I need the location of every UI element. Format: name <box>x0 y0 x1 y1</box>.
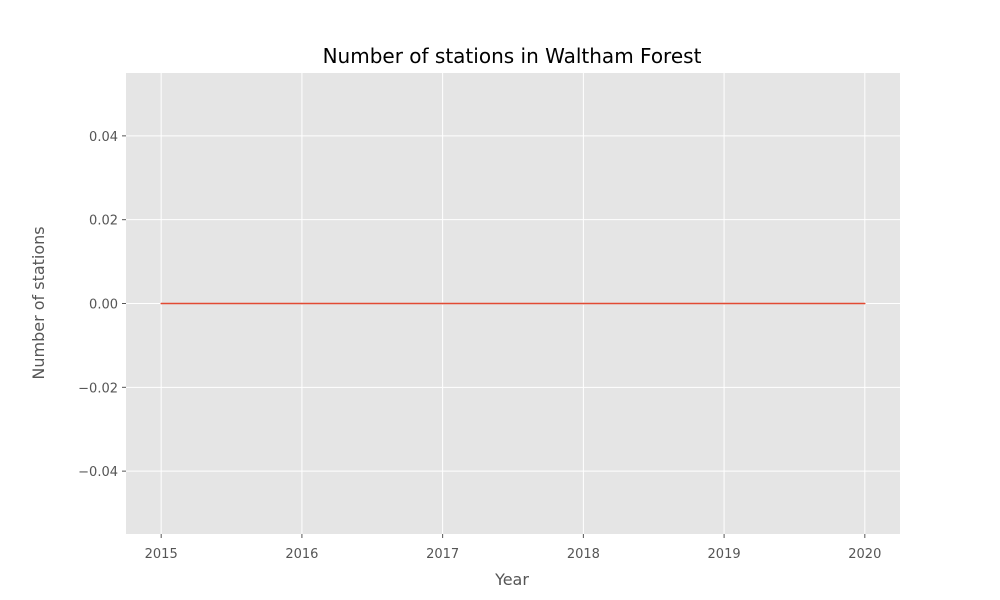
y-tick-label: 0.00 <box>89 298 118 313</box>
x-tick-label: 2017 <box>426 547 459 562</box>
y-tick-label: −0.04 <box>78 465 118 480</box>
data-point <box>582 302 585 305</box>
data-point <box>864 302 866 305</box>
x-tick-label: 2020 <box>848 547 881 562</box>
data-point <box>723 302 725 305</box>
series-layer <box>160 302 866 305</box>
x-tick-label: 2018 <box>567 547 600 562</box>
data-point <box>441 302 444 305</box>
y-tick-label: −0.02 <box>78 381 118 396</box>
x-axis-label: Year <box>494 570 529 589</box>
data-point <box>160 302 162 305</box>
x-tick-label: 2015 <box>145 547 178 562</box>
x-tick-label: 2016 <box>285 547 318 562</box>
y-tick-label: 0.04 <box>89 130 118 145</box>
chart-title: Number of stations in Waltham Forest <box>323 44 702 68</box>
axis-ticks: 2015 2016 2017 2018 2019 2020 −0.04 −0.02 0.00 0.… <box>78 130 881 562</box>
x-tick-label: 2019 <box>708 547 741 562</box>
y-tick-label: 0.02 <box>89 214 118 229</box>
y-axis-label: Number of stations <box>29 226 48 379</box>
data-point <box>301 302 303 305</box>
